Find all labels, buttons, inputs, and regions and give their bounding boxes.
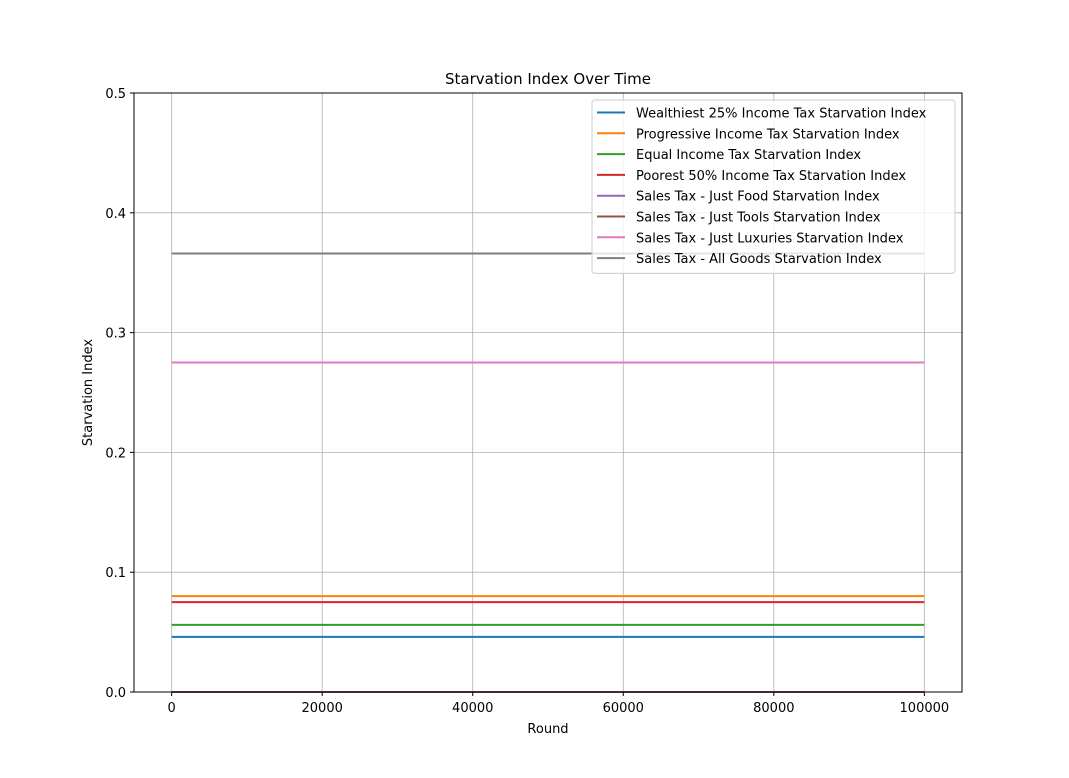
y-tick-label: 0.1: [105, 566, 126, 581]
legend-entry-label: Wealthiest 25% Income Tax Starvation Ind…: [636, 107, 927, 122]
legend-entry-label: Poorest 50% Income Tax Starvation Index: [636, 169, 906, 184]
x-tick-label: 0: [167, 701, 175, 716]
legend-entry-label: Sales Tax - All Goods Starvation Index: [636, 252, 882, 267]
y-axis-title: Starvation Index: [81, 339, 96, 446]
y-tick-label: 0.5: [105, 87, 126, 102]
legend-entry-label: Progressive Income Tax Starvation Index: [636, 127, 900, 142]
x-tick-label: 80000: [753, 701, 794, 716]
y-tick-label: 0.2: [105, 446, 126, 461]
legend-entry-label: Equal Income Tax Starvation Index: [636, 148, 861, 163]
y-tick-label: 0.0: [105, 686, 126, 701]
legend-entry-label: Sales Tax - Just Food Starvation Index: [636, 190, 880, 205]
x-tick-label: 60000: [603, 701, 644, 716]
x-axis-title: Round: [527, 722, 568, 737]
legend-entry-label: Sales Tax - Just Luxuries Starvation Ind…: [636, 231, 904, 246]
chart-title: Starvation Index Over Time: [445, 70, 651, 88]
legend-entry-label: Sales Tax - Just Tools Starvation Index: [636, 211, 881, 226]
legend-box: [591, 99, 956, 274]
plot-area-frame: [133, 92, 963, 693]
y-tick-label: 0.3: [105, 327, 126, 342]
x-tick-label: 40000: [452, 701, 493, 716]
x-tick-label: 20000: [302, 701, 343, 716]
x-tick-label: 100000: [900, 701, 950, 716]
axis-ticks: 0 20000 40000 60000 80000 100000 0.0 0.1 0.2 0.3 0…: [105, 87, 949, 716]
legend: Wealthiest 25% Income Tax Starvation Ind…: [591, 99, 956, 274]
y-tick-label: 0.4: [105, 207, 126, 222]
